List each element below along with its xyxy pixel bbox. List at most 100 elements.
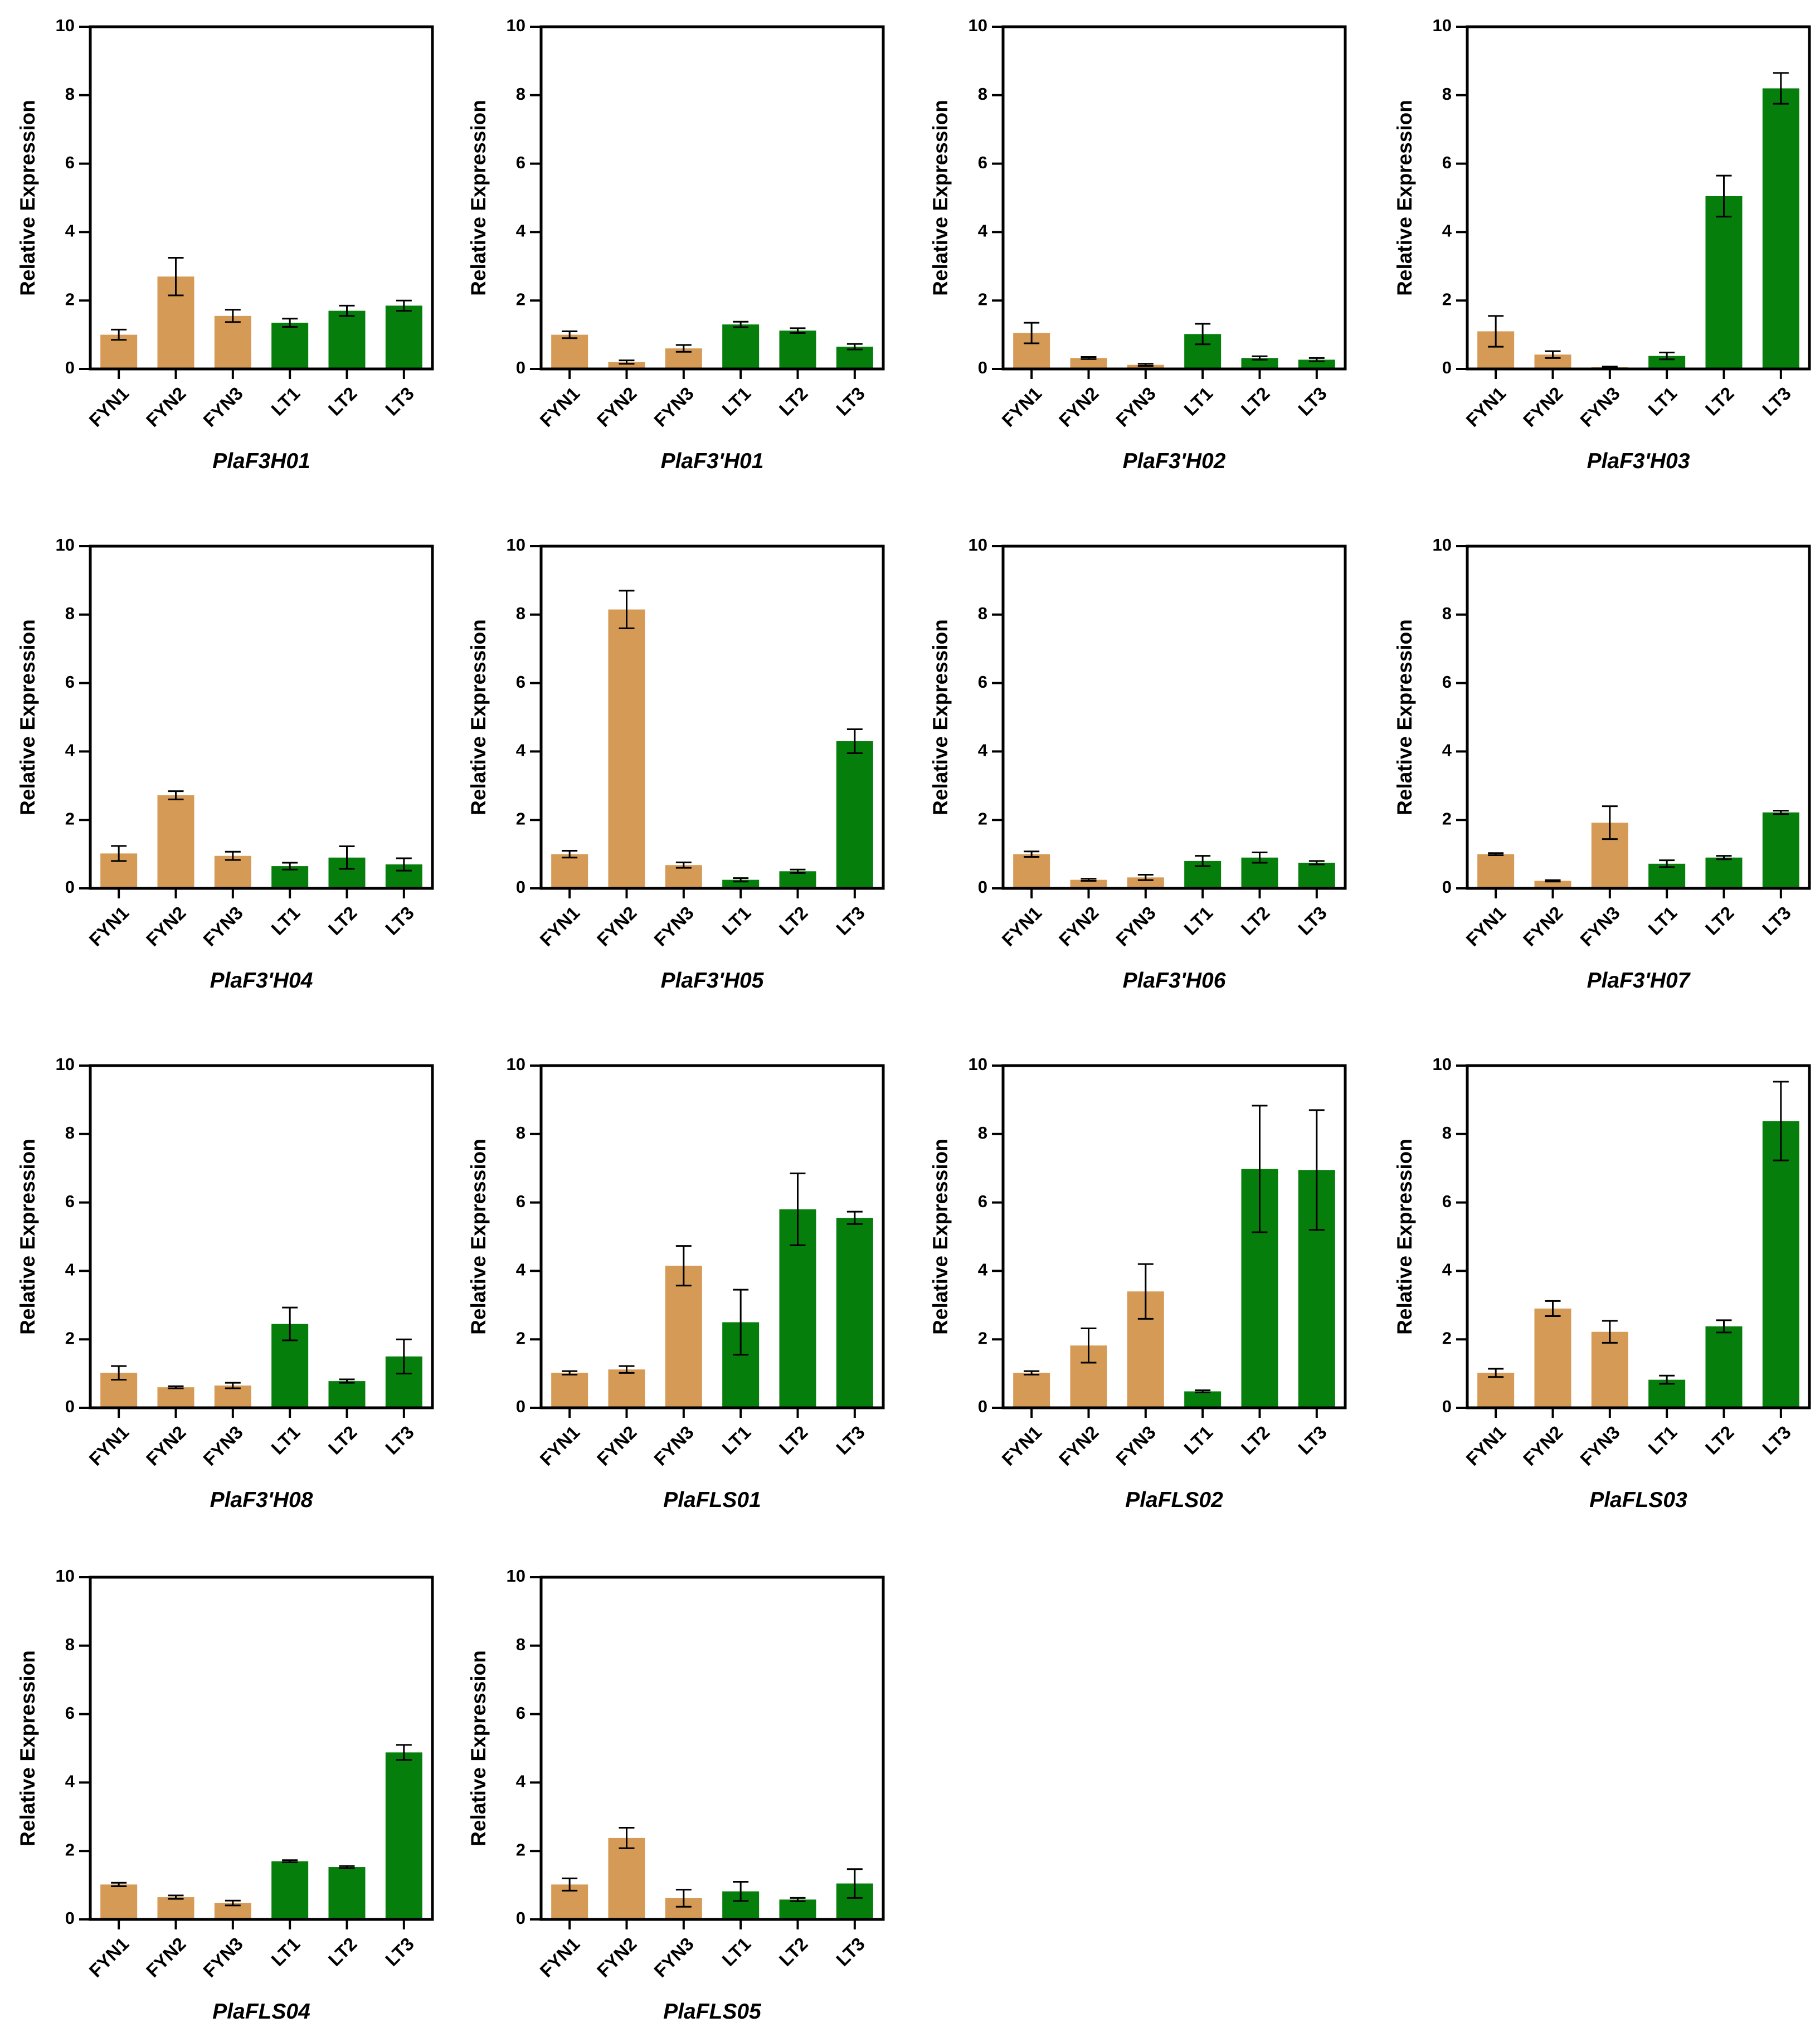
y-tick-label: 0 (978, 1397, 987, 1416)
x-tick-label: FYN3 (1112, 383, 1160, 431)
y-tick-label: 6 (1442, 672, 1452, 692)
x-tick-label: LT3 (381, 902, 418, 939)
x-tick-label: FYN2 (1055, 1422, 1103, 1470)
x-tick-label: LT2 (775, 383, 812, 420)
x-tick-label: FYN2 (142, 902, 190, 950)
y-tick-label: 2 (516, 1840, 525, 1859)
x-tick-label: LT2 (775, 1933, 812, 1970)
y-axis-label: Relative Expression (16, 100, 39, 296)
y-axis-label: Relative Expression (16, 1139, 39, 1335)
bar-lt2 (1705, 196, 1743, 369)
y-axis-label: Relative Expression (467, 1650, 490, 1846)
x-tick-label: LT1 (1180, 902, 1216, 939)
chart-panel-5: Relative Expression 0 2 4 6 8 10 FYN1 FYN2 FYN3 LT… (16, 535, 434, 993)
y-axis-label: Relative Expression (16, 1650, 39, 1846)
y-tick-label: 10 (56, 535, 75, 555)
y-tick-label: 10 (507, 535, 525, 555)
bar-lt3 (1762, 1121, 1799, 1408)
bar-lt1 (271, 323, 309, 369)
y-tick-label: 0 (65, 1397, 75, 1416)
bar-fyn3 (1127, 877, 1164, 888)
x-tick-label: LT3 (1758, 902, 1795, 939)
y-tick-label: 2 (978, 1328, 987, 1348)
bar-fyn3 (665, 1266, 702, 1408)
y-tick-label: 2 (65, 1328, 75, 1348)
x-tick-label: LT3 (832, 1933, 869, 1970)
y-tick-label: 4 (516, 221, 526, 241)
bar-fyn1 (1477, 1373, 1515, 1408)
y-tick-label: 8 (1442, 84, 1452, 104)
y-tick-label: 2 (978, 289, 987, 309)
chart-title: PlaFLS02 (1125, 1488, 1223, 1512)
y-tick-label: 4 (516, 1260, 526, 1280)
y-tick-label: 4 (1442, 221, 1452, 241)
y-tick-label: 6 (65, 1703, 75, 1723)
x-tick-label: FYN2 (1519, 1422, 1567, 1470)
y-tick-label: 4 (516, 741, 526, 760)
x-tick-label: LT2 (1237, 383, 1274, 420)
x-tick-label: FYN1 (85, 383, 133, 431)
chart-title: PlaF3'H08 (210, 1488, 313, 1512)
bar-lt3 (385, 305, 422, 369)
bar-lt2 (1705, 1326, 1743, 1408)
bar-fyn1 (551, 854, 588, 888)
y-axis-label: Relative Expression (929, 100, 952, 296)
y-tick-label: 4 (1442, 741, 1452, 760)
x-tick-label: LT2 (775, 902, 812, 939)
chart-title: PlaF3'H06 (1123, 969, 1226, 993)
chart-title: PlaF3'H01 (661, 449, 764, 473)
chart-panel-3: Relative Expression 0 2 4 6 8 10 FYN1 FYN2 FYN3 LT… (929, 16, 1347, 473)
y-tick-label: 2 (1442, 809, 1452, 828)
y-tick-label: 8 (516, 1123, 525, 1143)
x-tick-label: LT1 (267, 902, 304, 939)
x-tick-label: FYN1 (536, 383, 583, 431)
y-tick-label: 10 (1433, 1054, 1452, 1074)
x-tick-label: LT3 (832, 1422, 869, 1459)
bar-lt1 (1184, 1391, 1222, 1408)
x-tick-label: FYN2 (593, 1422, 641, 1470)
bar-fyn2 (608, 362, 645, 369)
plot-frame (539, 25, 885, 371)
chart-panel-13: Relative Expression 0 2 4 6 8 10 FYN1 FYN2 FYN3 LT… (16, 1566, 434, 2024)
x-tick-label: LT3 (1294, 1422, 1331, 1459)
x-tick-label: FYN2 (142, 383, 190, 431)
x-tick-label: FYN3 (650, 383, 698, 431)
y-tick-label: 2 (978, 809, 987, 828)
y-tick-label: 4 (978, 221, 988, 241)
bar-fyn3 (1591, 1331, 1628, 1408)
bar-lt3 (385, 1752, 422, 1919)
x-tick-label: LT3 (1294, 383, 1331, 420)
bar-lt1 (722, 324, 760, 369)
y-tick-label: 4 (516, 1772, 526, 1791)
x-tick-label: LT3 (1758, 383, 1795, 420)
y-tick-label: 6 (978, 672, 987, 692)
bar-fyn2 (157, 1387, 194, 1408)
y-tick-label: 6 (516, 1703, 525, 1723)
y-tick-label: 4 (65, 1260, 75, 1280)
x-tick-label: LT3 (381, 1422, 418, 1459)
x-tick-label: LT1 (718, 1422, 755, 1459)
y-tick-label: 2 (1442, 289, 1452, 309)
bar-lt3 (1298, 359, 1335, 369)
y-tick-label: 0 (1442, 358, 1452, 377)
x-tick-label: FYN1 (1462, 383, 1510, 431)
bar-fyn2 (608, 1837, 645, 1919)
x-tick-label: FYN3 (199, 1933, 247, 1981)
y-tick-label: 0 (978, 877, 987, 897)
x-tick-label: LT2 (1701, 383, 1738, 420)
x-tick-label: FYN3 (199, 902, 247, 950)
bar-lt1 (271, 1861, 309, 1919)
x-tick-label: LT2 (1701, 902, 1738, 939)
x-tick-label: FYN3 (1576, 902, 1624, 950)
x-tick-label: LT2 (324, 383, 361, 420)
bar-fyn2 (1534, 881, 1571, 888)
y-tick-label: 10 (969, 535, 987, 555)
x-tick-label: LT1 (1644, 383, 1681, 420)
bar-lt3 (836, 347, 873, 369)
bar-lt2 (779, 1899, 816, 1919)
bar-fyn2 (1070, 358, 1107, 369)
y-tick-label: 4 (65, 1772, 75, 1791)
y-axis-label: Relative Expression (16, 619, 39, 815)
y-tick-label: 2 (516, 1328, 525, 1348)
bar-fyn1 (1013, 854, 1050, 888)
